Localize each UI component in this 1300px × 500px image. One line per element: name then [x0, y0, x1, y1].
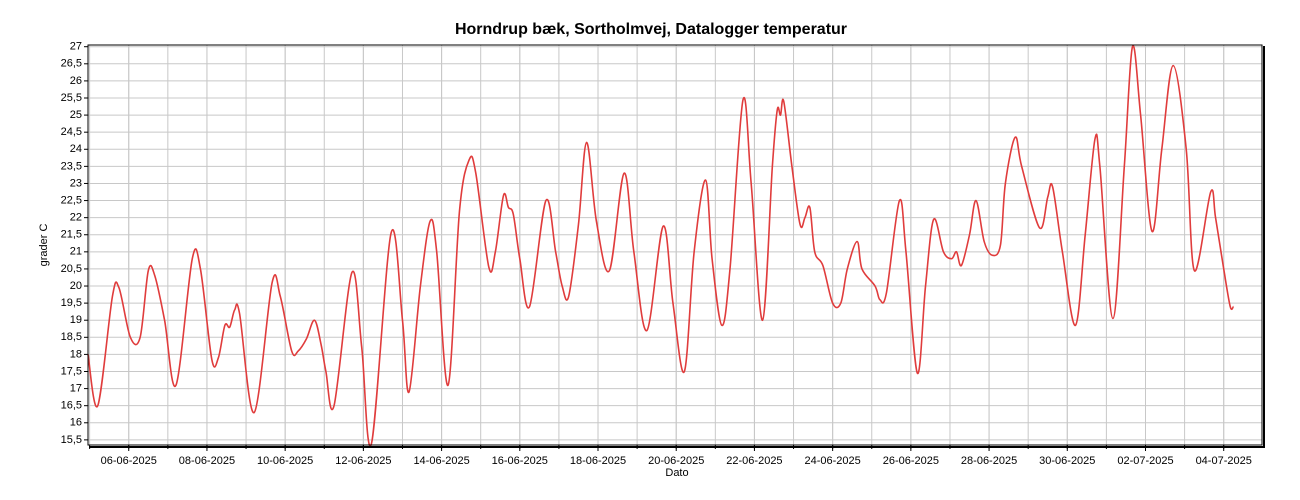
x-tick-label: 16-06-2025	[492, 455, 548, 467]
x-tick-label: 28-06-2025	[961, 455, 1017, 467]
x-tick-label: 02-07-2025	[1117, 455, 1173, 467]
y-tick-label: 26,5	[61, 58, 82, 70]
grid	[84, 45, 1262, 451]
y-tick-label: 18,5	[61, 331, 82, 343]
plot	[87, 44, 1235, 447]
plot-frame	[87, 44, 1263, 446]
y-tick-label: 24,5	[61, 126, 82, 138]
y-tick-label: 17,5	[61, 365, 82, 377]
y-tick-label: 19	[70, 314, 82, 326]
y-tick-label: 16,5	[61, 400, 82, 412]
data-line	[87, 44, 1235, 447]
y-tick-label: 17	[70, 382, 82, 394]
y-tick-label: 19,5	[61, 297, 82, 309]
y-tick-label: 25,5	[61, 92, 82, 104]
x-tick-label: 12-06-2025	[335, 455, 391, 467]
y-axis-label: grader C	[38, 224, 50, 267]
x-tick-label: 18-06-2025	[570, 455, 626, 467]
y-tick-label: 21,5	[61, 229, 82, 241]
y-tick-label: 18	[70, 348, 82, 360]
y-tick-label: 23,5	[61, 160, 82, 172]
x-tick-label: 20-06-2025	[648, 455, 704, 467]
y-tick-label: 24	[70, 143, 82, 155]
y-tick-label: 27	[70, 41, 82, 53]
y-tick-label: 15,5	[61, 434, 82, 446]
x-tick-label: 14-06-2025	[413, 455, 469, 467]
x-tick-label: 08-06-2025	[179, 455, 235, 467]
y-tick-label: 22,5	[61, 194, 82, 206]
x-tick-label: 22-06-2025	[726, 455, 782, 467]
x-tick-label: 06-06-2025	[101, 455, 157, 467]
y-tick-label: 25	[70, 109, 82, 121]
y-tick-label: 21	[70, 246, 82, 258]
y-tick-label: 20	[70, 280, 82, 292]
y-tick-label: 26	[70, 75, 82, 87]
axis-shadow	[89, 46, 1265, 448]
y-tick-label: 23	[70, 177, 82, 189]
chart-title: Horndrup bæk, Sortholmvej, Datalogger te…	[455, 21, 847, 38]
x-tick-label: 24-06-2025	[805, 455, 861, 467]
x-tick-label: 30-06-2025	[1039, 455, 1095, 467]
x-tick-label: 10-06-2025	[257, 455, 313, 467]
y-tick-label: 22	[70, 212, 82, 224]
x-axis-label: Dato	[665, 467, 688, 479]
y-tick-label: 16	[70, 417, 82, 429]
x-tick-label: 04-07-2025	[1196, 455, 1252, 467]
y-tick-label: 20,5	[61, 263, 82, 275]
x-tick-label: 26-06-2025	[883, 455, 939, 467]
